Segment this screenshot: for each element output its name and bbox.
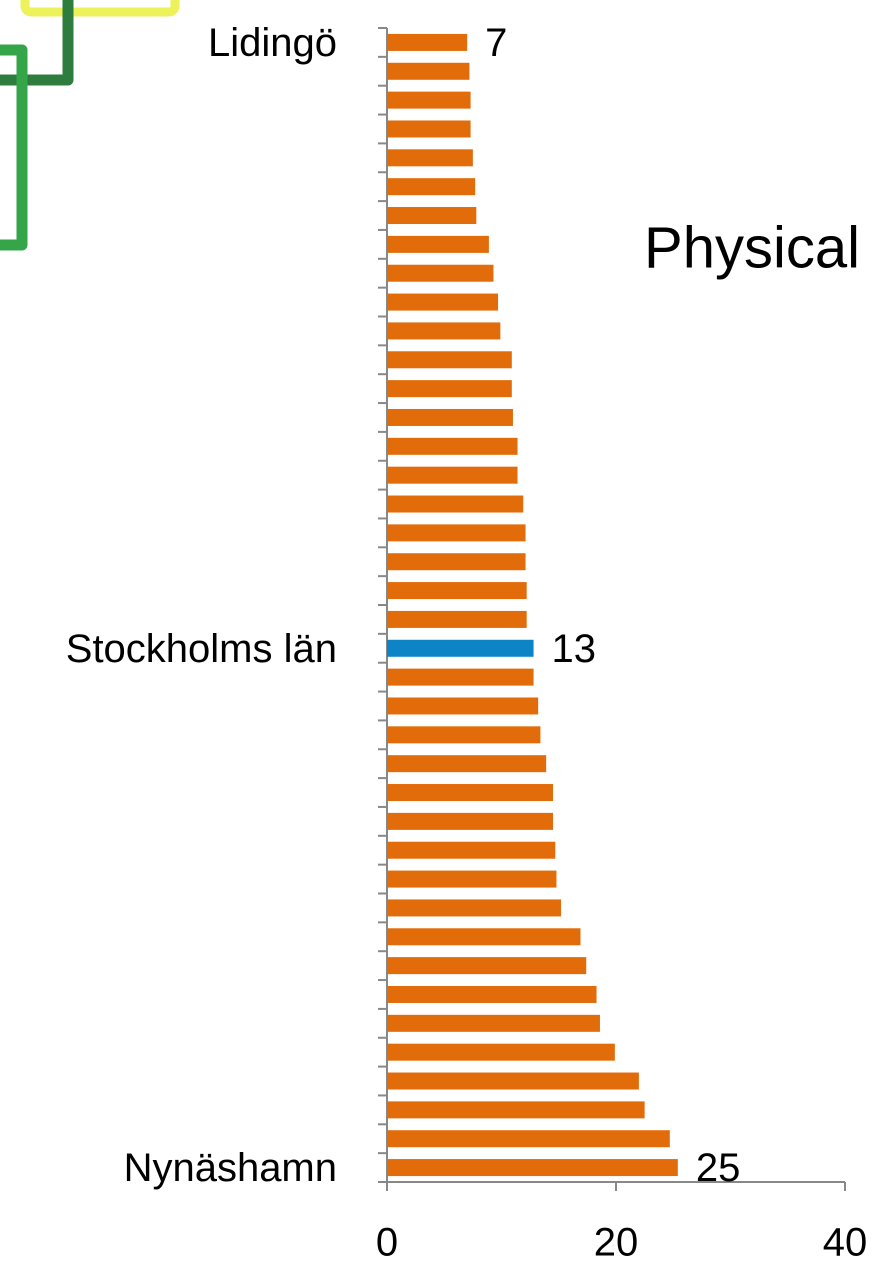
bar: [387, 120, 471, 138]
bar: [387, 1159, 678, 1177]
bar: [387, 149, 473, 167]
y-tick-label: Lidingö: [208, 21, 337, 65]
x-tick-label: 20: [594, 1221, 639, 1265]
bar: [387, 293, 499, 311]
bar: [387, 178, 476, 196]
bar: [387, 1130, 670, 1148]
bar: [387, 784, 554, 802]
bar: [387, 928, 581, 946]
bar: [387, 755, 547, 773]
bar: [387, 264, 494, 282]
bar: [387, 1014, 600, 1032]
bar: [387, 466, 518, 484]
bar: [387, 985, 597, 1003]
bar: [387, 351, 512, 369]
bar: [387, 870, 557, 888]
bar: [387, 726, 541, 744]
bar: [387, 697, 539, 715]
bar: [387, 1072, 639, 1090]
bar: [387, 62, 470, 80]
bar: [387, 1043, 615, 1061]
bar: [387, 957, 587, 975]
bar: [387, 33, 468, 51]
annotation: Physical: [644, 215, 860, 280]
bar: [387, 524, 526, 542]
x-tick-label: 40: [823, 1221, 868, 1265]
yellow-shape: [20, 0, 180, 17]
bar: [387, 582, 527, 600]
value-label: 25: [696, 1146, 741, 1190]
y-tick-label: Nynäshamn: [124, 1146, 337, 1190]
y-tick-label: Stockholms län: [66, 627, 337, 671]
bar: [387, 437, 518, 455]
bar: [387, 322, 501, 340]
decoration: [0, 0, 180, 251]
bar: [387, 841, 556, 859]
bar: [387, 639, 534, 657]
bar: [387, 812, 554, 830]
bar: [387, 495, 524, 513]
bar: [387, 553, 526, 571]
bar: [387, 207, 477, 225]
bar: [387, 610, 527, 628]
value-label: 7: [485, 21, 507, 65]
bar: [387, 668, 534, 686]
bar: [387, 235, 489, 253]
green-shape: [0, 44, 28, 251]
bar: [387, 1101, 645, 1119]
x-tick-label: 0: [376, 1221, 398, 1265]
bar: [387, 91, 471, 109]
value-label: 13: [552, 627, 597, 671]
bar: [387, 380, 512, 398]
bar: [387, 899, 562, 917]
bar: [387, 408, 513, 426]
